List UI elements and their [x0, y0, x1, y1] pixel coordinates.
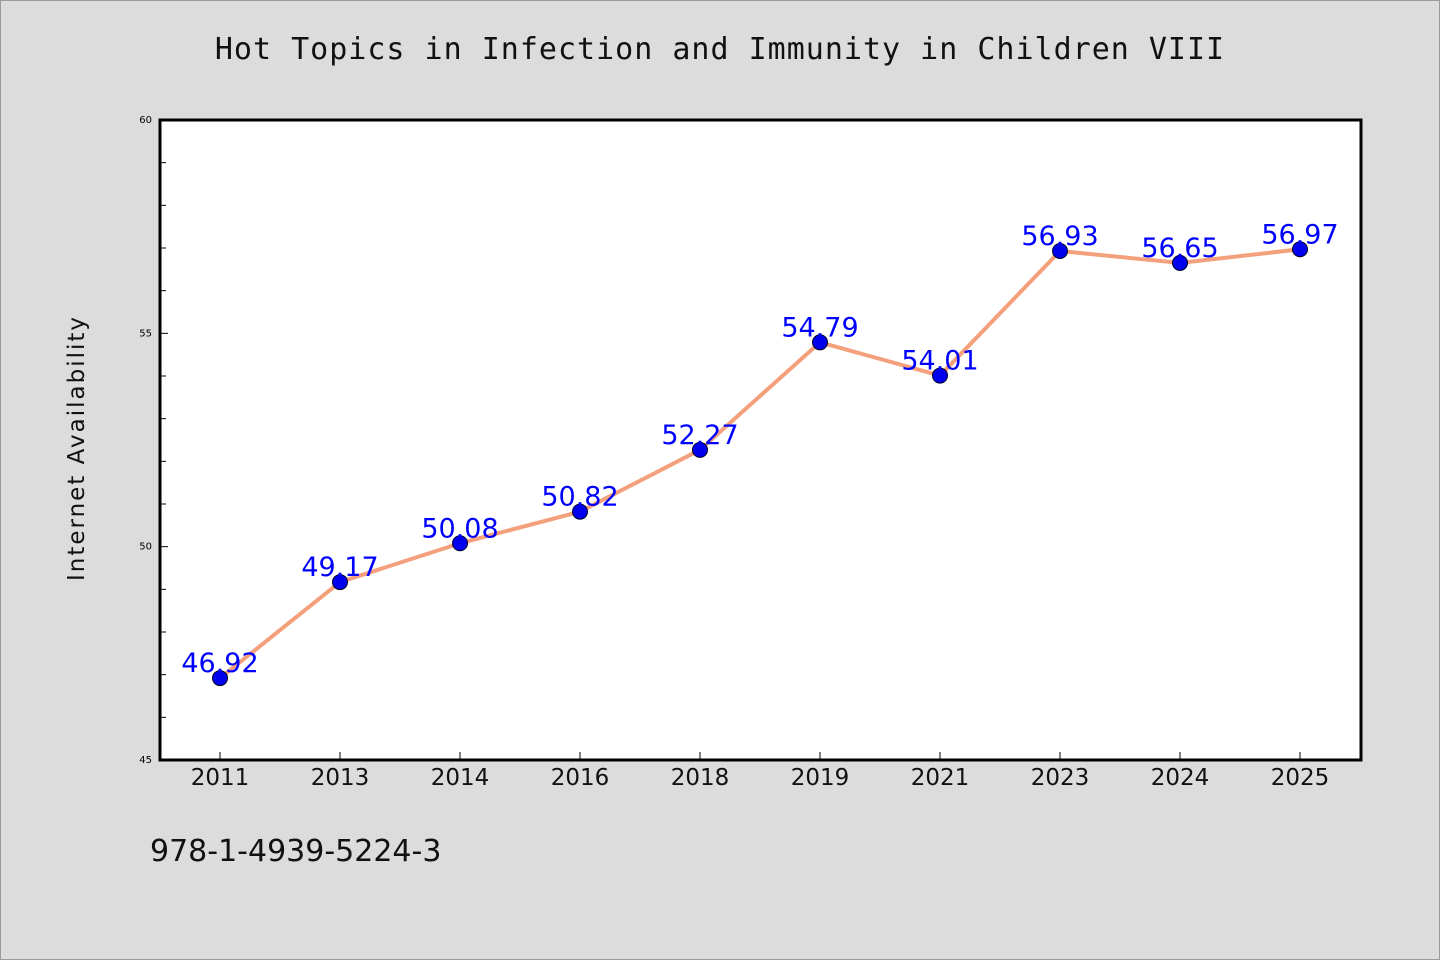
x-tick-label: 2018 [671, 765, 730, 791]
chart-title: Hot Topics in Infection and Immunity in … [214, 32, 1226, 67]
x-tick-label: 2021 [911, 765, 970, 791]
y-tick-label: 50 [139, 542, 152, 553]
data-label: 56.93 [1021, 221, 1098, 252]
data-point [812, 334, 828, 351]
data-label: 50.82 [541, 482, 618, 513]
x-tick-label: 2025 [1271, 765, 1330, 791]
data-point [1172, 254, 1188, 271]
data-point [932, 367, 948, 384]
data-point [692, 441, 708, 458]
y-tick-label: 55 [139, 328, 152, 339]
x-tick-label: 2014 [431, 765, 490, 791]
data-label: 49.17 [301, 552, 378, 583]
data-point [1052, 242, 1068, 259]
y-tick-label: 45 [139, 755, 152, 766]
data-point [332, 574, 348, 591]
y-tick-label: 60 [139, 115, 152, 126]
x-tick-label: 2011 [191, 765, 250, 791]
plot-border [158, 118, 1363, 762]
data-label: 54.79 [781, 312, 858, 343]
x-tick-label: 2019 [791, 765, 850, 791]
series-line [218, 247, 1302, 681]
data-label: 56.97 [1261, 219, 1338, 250]
data-point [1292, 241, 1308, 258]
data-label: 50.08 [421, 513, 498, 544]
x-tick-label: 2023 [1031, 765, 1090, 791]
x-tick-label: 2016 [551, 765, 610, 791]
footer-isbn: 978-1-4939-5224-3 [150, 834, 442, 869]
data-label: 54.01 [901, 346, 978, 377]
data-point [572, 503, 588, 520]
data-label: 56.65 [1141, 233, 1218, 264]
plot-area [160, 120, 1361, 760]
data-label: 46.92 [181, 648, 258, 679]
x-tick-label: 2024 [1151, 765, 1210, 791]
x-tick-label: 2013 [311, 765, 370, 791]
data-point [452, 535, 468, 552]
data-point [212, 670, 228, 687]
data-label: 52.27 [661, 420, 738, 451]
